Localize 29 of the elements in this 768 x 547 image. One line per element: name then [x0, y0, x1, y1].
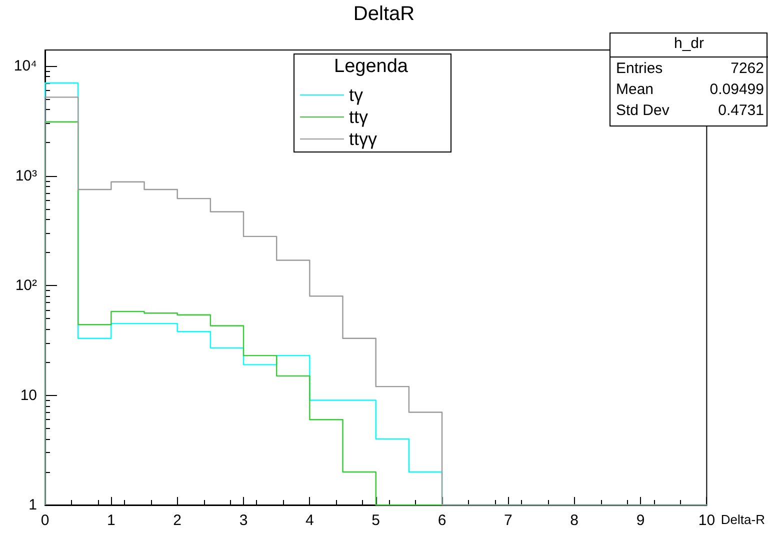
- x-tick-label: 2: [173, 512, 182, 529]
- annotation: Entries: [616, 60, 663, 77]
- x-tick-label: 0: [40, 512, 50, 529]
- x-tick-label: 4: [306, 512, 314, 529]
- legend-label: ttγ: [349, 107, 368, 127]
- y-tick-label: 10²: [15, 277, 37, 294]
- x-tick-label: 5: [372, 512, 380, 529]
- annotation: Std Dev: [616, 102, 670, 119]
- x-tick-label: 3: [239, 512, 248, 529]
- text: 0.09499: [710, 81, 764, 98]
- y-tick-label: 1: [28, 496, 37, 514]
- y-tick-label: 10³: [15, 167, 37, 184]
- x-tick-label: 1: [106, 512, 116, 529]
- legend-title: Legenda: [334, 56, 408, 77]
- y-tick-label: 10: [20, 386, 37, 404]
- annotation: h_dr: [674, 35, 704, 52]
- y-tick-label: 10⁴: [14, 58, 37, 75]
- x-tick-label: 8: [570, 512, 579, 529]
- text: 7262: [730, 60, 764, 77]
- x-axis-title: Delta-R: [720, 512, 765, 527]
- legend-label: ttγγ: [349, 129, 378, 149]
- annotation: Mean: [616, 81, 654, 98]
- x-tick-label: 6: [438, 512, 446, 529]
- legend-label: tγ: [349, 85, 364, 105]
- text: 0.4731: [718, 102, 764, 119]
- x-tick-label: 10: [698, 512, 716, 529]
- chart-title: DeltaR: [353, 3, 415, 25]
- x-tick-label: 7: [504, 512, 512, 529]
- x-tick-label: 9: [636, 512, 645, 529]
